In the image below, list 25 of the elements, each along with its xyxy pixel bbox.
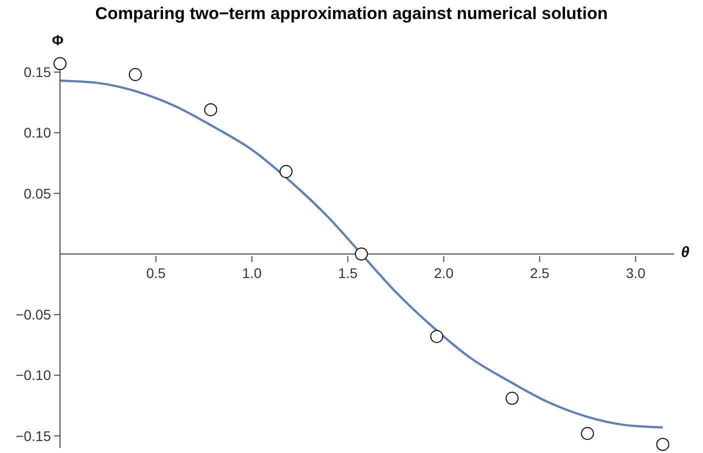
chart-title: Comparing two−term approximation against numerical solution: [94, 4, 609, 24]
y-tick-label: −0.15: [16, 428, 52, 444]
y-tick-label: 0.05: [24, 185, 52, 202]
x-tick-label: 0.5: [146, 265, 166, 281]
point: [128, 68, 142, 82]
y-axis-title: Φ: [52, 32, 64, 48]
point: [430, 330, 444, 343]
point: [280, 165, 293, 178]
point: [580, 426, 594, 440]
point: [54, 57, 66, 70]
y-tick-label: 0.10: [24, 124, 52, 141]
x-tick-label: 2.0: [434, 265, 454, 281]
point: [656, 438, 670, 451]
x-axis-title: θ: [681, 244, 690, 261]
y-tick-label: −0.10: [16, 367, 52, 384]
x-tick-label: 1.0: [242, 265, 262, 281]
point: [506, 392, 519, 405]
point: [204, 103, 218, 116]
y-tick-label: −0.05: [16, 306, 52, 323]
y-tick-label: 0.15: [24, 64, 52, 80]
x-tick-label: 2.5: [530, 265, 550, 281]
x-tick-label: 3.0: [626, 265, 646, 281]
point: [354, 248, 368, 260]
line-series: [58, 80, 664, 428]
x-tick-label: 1.5: [338, 265, 358, 281]
